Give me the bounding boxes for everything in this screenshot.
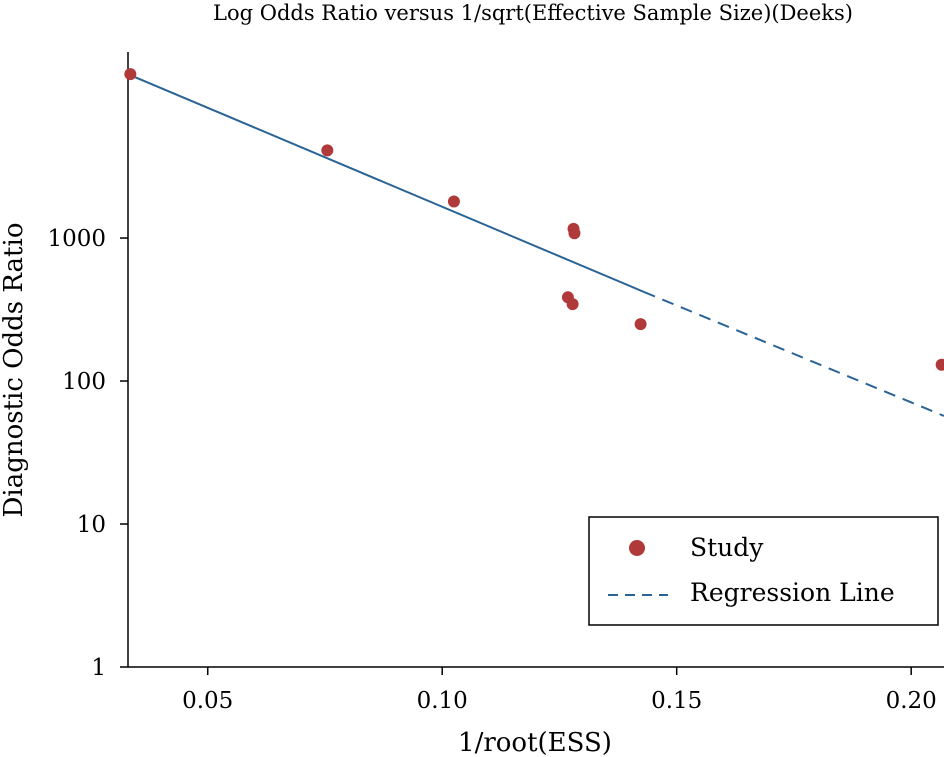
x-tick-label: 0.20 [886, 688, 937, 714]
regression-line [127, 73, 944, 417]
y-tick-label: 1 [91, 655, 106, 681]
legend: Study Regression Line [588, 516, 939, 626]
study-point [634, 318, 647, 331]
y-tick-label: 100 [62, 369, 106, 395]
y-tick-label: 1000 [47, 226, 106, 252]
legend-regression-label: Regression Line [690, 578, 895, 607]
study-point [321, 144, 334, 157]
legend-study-label: Study [690, 533, 764, 562]
y-axis-label: Diagnostic Odds Ratio [0, 223, 29, 518]
regression-line-solid [127, 73, 645, 293]
x-axis-label: 1/root(ESS) [458, 728, 612, 757]
study-point [935, 358, 944, 371]
study-point [124, 68, 137, 81]
legend-study-marker [629, 540, 645, 556]
x-tick-label: 0.15 [651, 688, 702, 714]
y-tick-label: 10 [77, 512, 106, 538]
x-tick-label: 0.05 [182, 688, 233, 714]
legend-box [588, 516, 939, 626]
study-points [124, 68, 944, 371]
x-tick-label: 0.10 [417, 688, 468, 714]
study-point [447, 195, 460, 208]
study-point [568, 227, 581, 240]
study-point [566, 298, 579, 311]
chart-title: Log Odds Ratio versus 1/sqrt(Effective S… [213, 1, 853, 25]
axis-ticks: 0.05 0.10 0.15 0.20 1 10 100 1000 [47, 226, 936, 714]
regression-line-dashed [643, 290, 944, 417]
